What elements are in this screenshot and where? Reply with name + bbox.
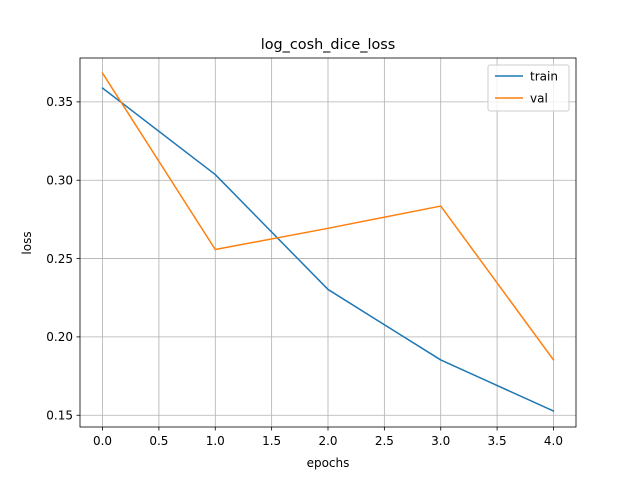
x-tick-label: 0.0 (93, 434, 112, 448)
y-axis-label: loss (20, 231, 34, 254)
legend: train val (487, 64, 570, 112)
series-line-train (101, 87, 555, 413)
series-lines (101, 72, 555, 413)
x-tick-label: 1.5 (262, 434, 281, 448)
x-axis-ticks: 0.0 0.5 1.0 1.5 2.0 2.5 3.0 3.5 4.0 (93, 427, 563, 448)
x-tick-label: 1.0 (206, 434, 225, 448)
y-tick-label: 0.30 (46, 174, 73, 188)
legend-label-val: val (530, 92, 548, 106)
x-tick-label: 3.0 (431, 434, 450, 448)
y-tick-label: 0.35 (46, 95, 73, 109)
y-tick-label: 0.25 (46, 252, 73, 266)
x-tick-label: 2.0 (318, 434, 337, 448)
series-line-val (101, 72, 555, 361)
x-tick-label: 2.5 (375, 434, 394, 448)
y-axis-ticks: 0.15 0.20 0.25 0.30 0.35 (46, 95, 80, 423)
x-axis-label: epochs (307, 456, 350, 470)
x-tick-label: 4.0 (544, 434, 563, 448)
y-tick-label: 0.15 (46, 409, 73, 423)
grid (80, 58, 576, 427)
chart-title: log_cosh_dice_loss (261, 37, 396, 53)
x-tick-label: 3.5 (488, 434, 507, 448)
legend-label-train: train (530, 70, 558, 84)
y-tick-label: 0.20 (46, 330, 73, 344)
x-tick-label: 0.5 (149, 434, 168, 448)
